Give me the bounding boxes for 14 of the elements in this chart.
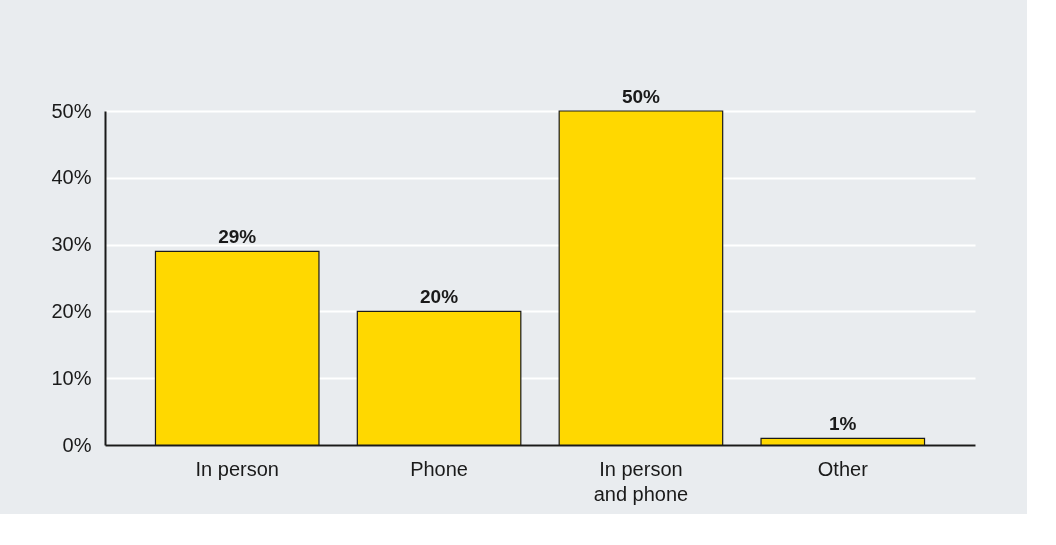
- y-tick-label: 10%: [51, 366, 92, 389]
- y-tick-label: 40%: [51, 166, 92, 189]
- data-label: 50%: [621, 86, 661, 107]
- y-tick-label: 20%: [51, 299, 92, 322]
- data-label: 1%: [829, 413, 857, 435]
- y-tick-label: 30%: [51, 233, 92, 256]
- data-label: 20%: [420, 286, 459, 308]
- y-tick-label: 0%: [62, 433, 92, 456]
- x-tick-label: Other: [817, 457, 869, 480]
- x-tick-label: Phone: [410, 457, 468, 480]
- x-tick-label: In person: [195, 457, 279, 480]
- x-tick-label: In person and phone: [593, 457, 689, 505]
- data-label: 29%: [218, 226, 257, 248]
- y-tick-label: 50%: [51, 99, 92, 122]
